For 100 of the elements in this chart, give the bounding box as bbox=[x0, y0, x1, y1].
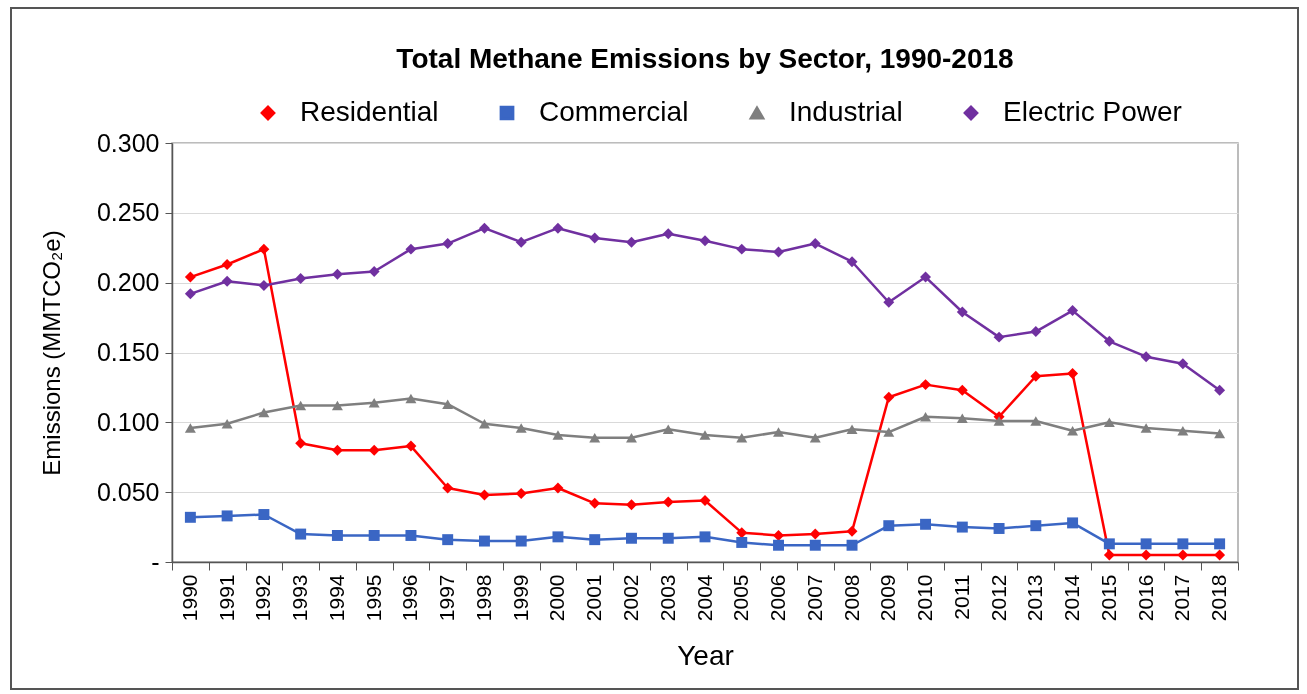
point bbox=[478, 489, 490, 501]
point bbox=[515, 423, 527, 433]
x-tick-label: 2007 bbox=[802, 574, 826, 622]
legend-label: Residential bbox=[300, 96, 439, 127]
point bbox=[1177, 358, 1189, 370]
point bbox=[295, 528, 307, 540]
point bbox=[331, 268, 343, 280]
x-tick-label: 2017 bbox=[1170, 574, 1194, 622]
point bbox=[1140, 549, 1152, 561]
x-tick-label: 2001 bbox=[582, 574, 606, 622]
x-tick-label: 2011 bbox=[949, 574, 973, 620]
point bbox=[736, 432, 748, 443]
point bbox=[184, 511, 196, 523]
point bbox=[184, 423, 196, 433]
point bbox=[1030, 370, 1042, 382]
point bbox=[589, 497, 601, 509]
y-axis-title: Emissions (MMTCO₂e) bbox=[37, 230, 65, 476]
point bbox=[589, 534, 601, 546]
point bbox=[699, 531, 711, 543]
point bbox=[920, 518, 932, 530]
point bbox=[1067, 517, 1079, 529]
point bbox=[773, 427, 784, 437]
point bbox=[368, 398, 380, 408]
point bbox=[1067, 367, 1079, 379]
point bbox=[405, 243, 417, 255]
point bbox=[515, 488, 527, 500]
point bbox=[809, 539, 821, 551]
x-tick-label: 1996 bbox=[398, 574, 422, 622]
point bbox=[1030, 326, 1042, 338]
point bbox=[699, 495, 711, 507]
point bbox=[1103, 417, 1115, 428]
point bbox=[662, 424, 674, 435]
point bbox=[773, 246, 784, 258]
x-tick-label: 2016 bbox=[1133, 574, 1157, 622]
point bbox=[773, 539, 784, 551]
y-tick-label: - bbox=[151, 547, 160, 576]
point bbox=[956, 384, 968, 396]
point bbox=[773, 529, 784, 541]
point bbox=[331, 444, 343, 456]
point bbox=[626, 499, 637, 511]
legend-label: Electric Power bbox=[1003, 96, 1182, 127]
point bbox=[331, 400, 343, 411]
point bbox=[1140, 423, 1152, 433]
point bbox=[1140, 351, 1152, 363]
point bbox=[405, 440, 417, 452]
x-tick-label: 2003 bbox=[655, 574, 679, 622]
x-tick-label: 1999 bbox=[508, 574, 532, 622]
chart-title: Total Methane Emissions by Sector, 1990-2018 bbox=[396, 43, 1014, 74]
point bbox=[699, 430, 711, 440]
y-tick-label: 0.250 bbox=[96, 198, 160, 227]
point bbox=[1214, 549, 1226, 561]
x-tick-label: 1993 bbox=[288, 574, 312, 622]
x-tick-label: 1998 bbox=[471, 574, 495, 622]
y-tick-label: 0.150 bbox=[96, 338, 160, 366]
x-tick-label: 2004 bbox=[692, 574, 716, 622]
point bbox=[883, 520, 895, 532]
point bbox=[258, 407, 270, 418]
x-tick-label: 2018 bbox=[1207, 574, 1231, 622]
x-tick-label: 1992 bbox=[251, 574, 275, 622]
x-tick-label: 1990 bbox=[177, 574, 201, 622]
point bbox=[626, 432, 637, 443]
point bbox=[809, 432, 821, 443]
x-tick-label: 2008 bbox=[839, 574, 863, 622]
y-tick-label: 0.300 bbox=[96, 128, 160, 157]
point bbox=[956, 306, 968, 318]
x-tick-label: 2010 bbox=[913, 574, 937, 622]
point bbox=[1214, 538, 1226, 550]
point bbox=[883, 427, 895, 437]
point bbox=[1177, 549, 1189, 561]
point bbox=[662, 228, 674, 240]
point bbox=[1030, 520, 1042, 532]
point bbox=[331, 529, 343, 541]
point bbox=[221, 275, 233, 287]
point bbox=[956, 413, 968, 423]
point bbox=[1030, 416, 1042, 426]
point bbox=[405, 393, 417, 404]
point bbox=[736, 243, 748, 255]
point bbox=[295, 437, 307, 449]
point bbox=[846, 539, 858, 551]
point bbox=[846, 525, 858, 537]
point bbox=[626, 532, 637, 544]
point bbox=[478, 535, 490, 547]
legend-label: Industrial bbox=[789, 96, 903, 127]
point bbox=[699, 235, 711, 247]
point bbox=[295, 273, 307, 284]
point bbox=[846, 256, 858, 268]
point bbox=[442, 534, 454, 546]
x-tick-label: 2015 bbox=[1096, 574, 1120, 622]
point bbox=[736, 536, 748, 548]
y-tick-label: 0.050 bbox=[96, 477, 160, 506]
point bbox=[478, 222, 490, 234]
x-tick-label: 2000 bbox=[545, 574, 569, 622]
point bbox=[920, 379, 932, 391]
point bbox=[258, 509, 270, 520]
point bbox=[1103, 549, 1115, 561]
point bbox=[368, 529, 380, 541]
point bbox=[552, 222, 564, 234]
x-tick-label: 1995 bbox=[361, 574, 385, 622]
point bbox=[1214, 428, 1226, 439]
point bbox=[809, 238, 821, 250]
